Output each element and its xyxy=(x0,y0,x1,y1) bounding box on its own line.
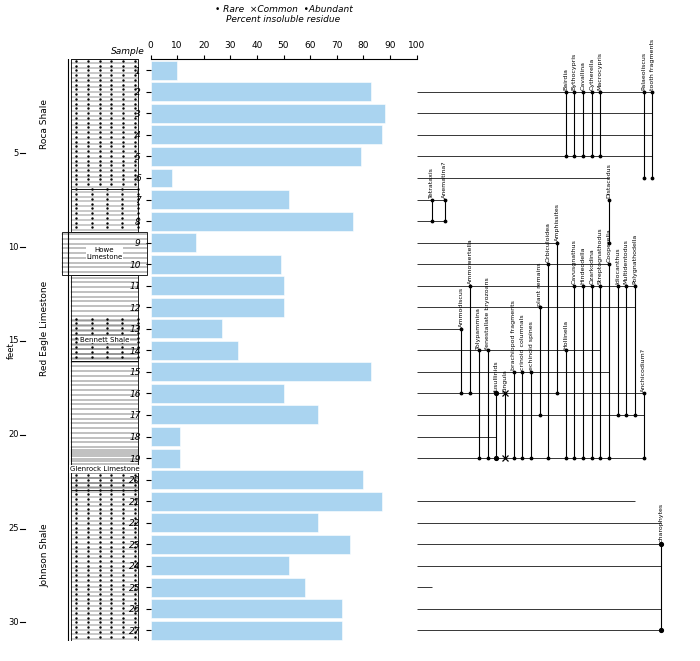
Text: Multidentodus: Multidentodus xyxy=(624,239,629,284)
Text: Ammodiscus: Ammodiscus xyxy=(458,287,464,327)
Text: Glenrock Limestone: Glenrock Limestone xyxy=(70,466,139,472)
Text: 30: 30 xyxy=(8,618,19,627)
Text: 15: 15 xyxy=(8,336,19,346)
Text: 10: 10 xyxy=(8,243,19,252)
Text: Idiocanthus: Idiocanthus xyxy=(615,247,620,284)
Bar xyxy=(71,275,139,361)
Bar xyxy=(150,212,353,231)
Bar xyxy=(150,600,342,618)
Bar xyxy=(150,535,350,554)
Bar xyxy=(150,319,223,338)
Text: Bythocypris: Bythocypris xyxy=(572,53,577,90)
Text: Sample: Sample xyxy=(111,47,145,56)
Bar xyxy=(150,341,238,360)
Bar xyxy=(150,427,180,446)
Text: Amphissites: Amphissites xyxy=(554,203,559,241)
Bar xyxy=(71,49,139,59)
Bar xyxy=(71,361,139,469)
Bar xyxy=(150,61,177,80)
Text: charophytes: charophytes xyxy=(659,504,664,543)
Bar xyxy=(150,147,360,166)
Text: Howe
Limestone: Howe Limestone xyxy=(86,247,122,260)
Text: Cavallina: Cavallina xyxy=(580,61,585,90)
Text: tooth fragments: tooth fragments xyxy=(650,39,654,90)
Text: Streptognathodus: Streptognathodus xyxy=(598,227,603,284)
Bar xyxy=(150,254,281,274)
Bar xyxy=(150,449,180,467)
Bar xyxy=(150,233,196,252)
Bar xyxy=(71,469,139,641)
Text: Palaeoliscus: Palaeoliscus xyxy=(641,52,646,90)
Text: crinoid columnals: crinoid columnals xyxy=(520,315,525,370)
Text: Tolypammina: Tolypammina xyxy=(476,307,481,348)
Text: Anematina?: Anematina? xyxy=(442,160,447,198)
Text: Ammowertella: Ammowertella xyxy=(468,238,472,284)
Bar xyxy=(71,318,139,361)
Bar xyxy=(71,59,139,189)
Bar xyxy=(150,557,289,575)
Bar xyxy=(150,83,371,101)
Bar xyxy=(71,189,139,232)
Bar xyxy=(150,104,384,123)
Text: Johnson Shale: Johnson Shale xyxy=(41,524,49,587)
Text: Lingula: Lingula xyxy=(503,369,507,392)
Bar xyxy=(150,297,284,317)
Text: Bennett Shale: Bennett Shale xyxy=(80,336,130,342)
Bar xyxy=(71,447,139,490)
Text: brachiopod fragments: brachiopod fragments xyxy=(511,300,516,370)
Text: Roca Shale: Roca Shale xyxy=(41,99,49,149)
Text: feet: feet xyxy=(7,342,15,359)
Text: Cytherella: Cytherella xyxy=(589,58,594,90)
Text: fusullinids: fusullinids xyxy=(494,360,499,392)
Bar xyxy=(150,190,289,209)
Bar xyxy=(150,492,382,510)
Bar xyxy=(150,169,172,188)
Bar xyxy=(62,232,148,275)
Text: Red Eagle Limestone: Red Eagle Limestone xyxy=(41,281,49,376)
Text: Hindeodella: Hindeodella xyxy=(580,247,585,284)
Text: echinoid spines: echinoid spines xyxy=(528,321,533,370)
Bar xyxy=(150,405,318,424)
Bar xyxy=(150,362,371,381)
Text: Distacodus: Distacodus xyxy=(606,163,611,198)
Text: Bairdia: Bairdia xyxy=(564,68,568,90)
Bar xyxy=(150,470,363,489)
Bar xyxy=(150,276,284,295)
Text: plant remains: plant remains xyxy=(537,262,542,305)
Text: fenestallate bryozoans: fenestallate bryozoans xyxy=(485,277,490,348)
Text: Hollinella: Hollinella xyxy=(564,319,568,348)
Text: Orbiculoidea: Orbiculoidea xyxy=(546,223,551,262)
Bar xyxy=(150,126,382,144)
Title: • Rare  ×Common  •Abundant
Percent insoluble residue: • Rare ×Common •Abundant Percent insolub… xyxy=(215,5,352,24)
Text: Polygnathodella: Polygnathodella xyxy=(632,234,638,284)
Text: Macrocypris: Macrocypris xyxy=(598,52,603,90)
Text: Ozarkodina: Ozarkodina xyxy=(589,249,594,284)
Text: Anchicodium?: Anchicodium? xyxy=(641,348,646,392)
Bar xyxy=(150,513,318,532)
Text: 25: 25 xyxy=(8,524,19,533)
Text: Cooperella: Cooperella xyxy=(606,229,611,262)
Text: Tetrataxis: Tetrataxis xyxy=(429,167,434,198)
Text: 5: 5 xyxy=(13,149,19,158)
Bar xyxy=(150,578,304,597)
Bar xyxy=(150,384,284,403)
Bar xyxy=(150,621,342,640)
Text: 20: 20 xyxy=(8,430,19,440)
Text: Cavusgnathus: Cavusgnathus xyxy=(572,239,577,284)
